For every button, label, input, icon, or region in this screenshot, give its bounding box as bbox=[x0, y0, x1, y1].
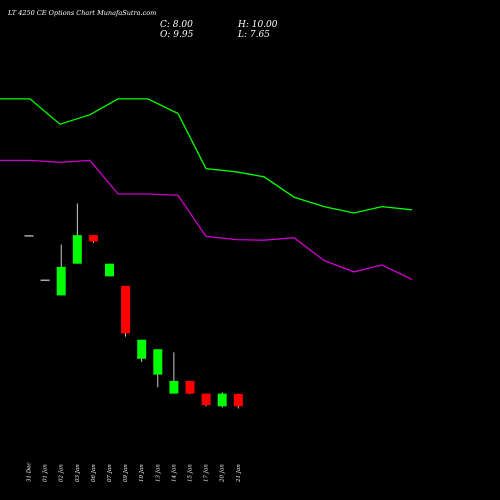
date-label: 14 Jan bbox=[171, 464, 177, 482]
candle-body bbox=[185, 380, 195, 394]
candle-body bbox=[137, 339, 147, 359]
date-axis-labels: 31 Dec 01 Jan 02 Jan 03 Jan 06 Jan 07 Jan 09 J… bbox=[27, 463, 242, 484]
candle-body bbox=[56, 266, 66, 296]
candle-body bbox=[72, 235, 82, 264]
close-value: C: 8.00 bbox=[160, 20, 193, 30]
candle-15-jan bbox=[185, 380, 195, 395]
candle-14-jan bbox=[169, 352, 179, 394]
candle-07-jan bbox=[105, 263, 114, 277]
date-label: 06 Jan bbox=[91, 464, 97, 482]
low-value: L: 7.65 bbox=[237, 30, 270, 40]
date-label: 15 Jan bbox=[188, 464, 194, 482]
candle-10-jan bbox=[137, 339, 147, 362]
ma-line-1 bbox=[0, 98, 413, 214]
date-label: 02 Jan bbox=[59, 464, 65, 482]
candle-body bbox=[105, 263, 114, 277]
date-label: 21 Jan bbox=[236, 464, 242, 483]
candle-17-jan bbox=[201, 393, 211, 407]
candle-body bbox=[169, 380, 179, 394]
candles bbox=[24, 203, 243, 409]
candle-body bbox=[153, 349, 163, 375]
date-label: 13 Jan bbox=[155, 464, 161, 482]
high-value: H: 10.00 bbox=[237, 20, 278, 30]
candle-13-jan bbox=[153, 349, 163, 388]
candle-body bbox=[217, 393, 227, 407]
date-label: 10 Jan bbox=[139, 464, 145, 482]
candle-06-jan bbox=[88, 235, 98, 243]
candle-01-jan bbox=[40, 279, 50, 282]
candle-09-jan bbox=[121, 285, 131, 337]
date-label: 01 Jan bbox=[43, 464, 49, 482]
candle-body bbox=[201, 393, 211, 406]
candle-02-jan bbox=[56, 244, 66, 296]
candle-31-dec bbox=[24, 235, 34, 237]
ma-line-2 bbox=[0, 159, 413, 281]
date-label: 31 Dec bbox=[27, 463, 33, 483]
date-label: 20 Jan bbox=[220, 464, 226, 483]
date-label: 09 Jan bbox=[123, 464, 129, 482]
candle-body bbox=[121, 285, 131, 334]
chart-title: LT 4250 CE Options Chart MunafaSutra.com bbox=[7, 9, 156, 17]
candle-body bbox=[233, 393, 243, 407]
candle-03-jan bbox=[72, 203, 82, 264]
candle-body bbox=[88, 235, 98, 242]
candle-20-jan bbox=[217, 392, 227, 408]
moving-average-lines bbox=[0, 98, 413, 281]
date-label: 03 Jan bbox=[75, 464, 81, 482]
date-label: 07 Jan bbox=[107, 464, 113, 482]
candle-body bbox=[24, 235, 34, 237]
open-value: O: 9.95 bbox=[160, 30, 194, 40]
candle-body bbox=[40, 279, 50, 282]
date-label: 17 Jan bbox=[204, 464, 210, 482]
candle-21-jan bbox=[233, 393, 243, 409]
